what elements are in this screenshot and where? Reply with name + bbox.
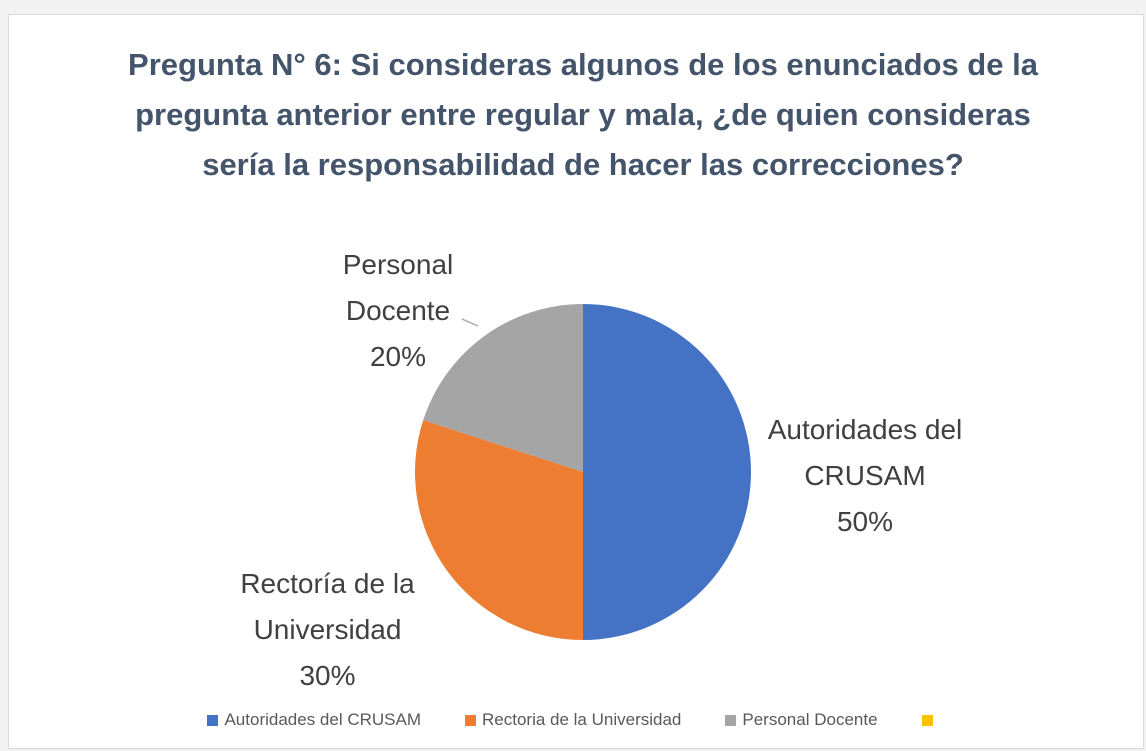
legend-swatch: [207, 714, 219, 726]
legend: Autoridades del CRUSAM Rectoria de la Uni…: [0, 707, 1146, 733]
legend-label: Personal Docente: [742, 710, 878, 729]
data-label-name: Personal Docente: [342, 249, 454, 326]
pie-slice: [423, 304, 583, 472]
pie-slice: [415, 420, 583, 640]
data-label-value: 50%: [836, 506, 894, 537]
data-label: Autoridades del CRUSAM 50%: [760, 407, 970, 545]
data-label-name: Autoridades del CRUSAM: [767, 414, 963, 491]
legend-swatch: [725, 714, 737, 726]
legend-label: Rectoria de la Universidad: [482, 710, 682, 729]
pie-slice: [583, 304, 751, 640]
data-label: Personal Docente 20%: [318, 242, 478, 380]
legend-item: Personal Docente: [725, 707, 878, 733]
legend-label: Autoridades del CRUSAM: [224, 710, 421, 729]
data-label: Rectoría de la Universidad 30%: [215, 561, 440, 699]
data-label-value: 20%: [369, 341, 427, 372]
chart-title: Pregunta N° 6: Si consideras algunos de …: [128, 47, 1038, 182]
legend-swatch: [921, 714, 933, 726]
data-label-value: 30%: [299, 660, 356, 691]
legend-item: Rectoria de la Universidad: [465, 707, 681, 733]
data-label-name: Rectoría de la Universidad: [240, 568, 415, 645]
legend-swatch: [465, 714, 476, 726]
leader-line: [461, 318, 479, 327]
legend-item: Autoridades del CRUSAM: [207, 707, 421, 733]
legend-item: [921, 707, 939, 733]
